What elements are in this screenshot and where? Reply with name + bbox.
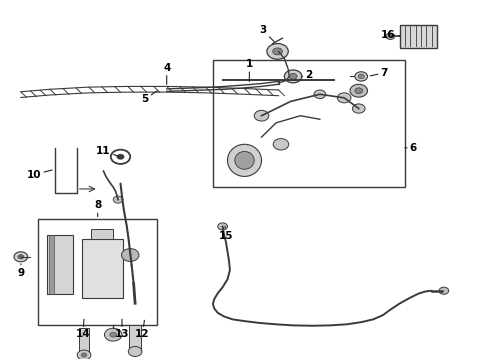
Text: 15: 15 [218,226,233,241]
Text: 3: 3 [259,25,274,41]
Circle shape [288,73,296,79]
Circle shape [438,287,448,294]
Bar [399,24,436,48]
Circle shape [104,328,122,341]
Circle shape [352,104,365,113]
Circle shape [284,70,301,83]
Circle shape [14,252,28,262]
Bar [38,219,157,325]
Circle shape [357,74,364,79]
Bar [212,60,404,187]
Text: 9: 9 [17,264,24,278]
Circle shape [128,346,142,356]
Circle shape [113,196,122,203]
Text: 12: 12 [135,320,149,339]
Circle shape [254,111,268,121]
Bar [81,239,122,298]
Circle shape [273,139,288,150]
Circle shape [272,48,282,55]
Ellipse shape [234,152,254,169]
Circle shape [110,332,116,337]
Text: 13: 13 [115,319,129,339]
Text: 5: 5 [141,91,157,104]
Circle shape [81,353,87,357]
Ellipse shape [227,144,261,176]
Text: 14: 14 [76,319,90,339]
Text: 6: 6 [404,143,416,153]
Bar [129,325,141,351]
Text: 2: 2 [301,69,312,80]
Circle shape [349,84,367,97]
Circle shape [337,93,350,103]
Bar [79,328,89,355]
Circle shape [121,249,139,261]
Circle shape [354,72,367,81]
Circle shape [313,90,325,99]
Bar [49,235,54,294]
Circle shape [116,154,124,159]
Text: 16: 16 [380,30,399,40]
Text: 11: 11 [96,147,118,157]
Circle shape [354,88,362,94]
Circle shape [385,33,394,40]
Circle shape [217,223,227,230]
Text: 8: 8 [94,201,101,216]
Text: 7: 7 [369,68,387,78]
Circle shape [77,350,91,360]
Text: 1: 1 [245,59,252,81]
Text: 4: 4 [163,63,170,84]
Bar [46,235,73,294]
Circle shape [18,255,24,259]
Circle shape [266,44,287,59]
Bar [91,229,113,239]
Text: 10: 10 [27,170,52,180]
